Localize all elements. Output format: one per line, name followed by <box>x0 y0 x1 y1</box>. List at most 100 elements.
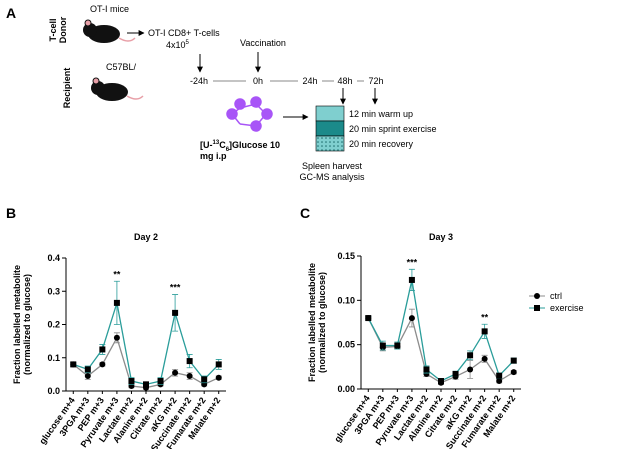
y-tick-label: 0.4 <box>47 253 60 263</box>
marker <box>379 342 386 349</box>
marker <box>215 374 222 381</box>
annotation: ** <box>481 312 489 322</box>
series-line <box>367 279 515 382</box>
panel-label: A <box>6 5 16 21</box>
chart: B Day 2 Fraction labelled metabolite(norma… <box>6 205 226 449</box>
y-axis-label: Fraction labelled metabolite(normalized … <box>307 263 327 382</box>
marker <box>99 346 106 353</box>
text: 6 <box>226 147 230 153</box>
y-tick-label: 0.05 <box>337 340 355 350</box>
legend-label: ctrl <box>550 291 562 301</box>
step-label: 12 min warm up <box>349 109 413 119</box>
marker <box>408 276 415 283</box>
recovery-box <box>315 135 345 152</box>
marker <box>201 376 208 383</box>
chart-title: Day 3 <box>429 232 453 242</box>
sprint-box <box>315 120 345 137</box>
y-tick-label: 0.0 <box>47 386 60 396</box>
marker <box>70 361 77 368</box>
text: T-cell <box>48 18 58 41</box>
text: 13 <box>213 140 220 146</box>
series-line <box>367 316 515 384</box>
glucose-molecule-icon <box>226 96 273 132</box>
text: Fraction labelled metabolite <box>12 265 22 384</box>
marker <box>438 378 444 385</box>
legend-marker <box>534 293 540 299</box>
donor-label: T-cellDonor <box>48 16 68 43</box>
marker <box>481 355 488 362</box>
vaccination-label: Vaccination <box>240 38 286 48</box>
y-tick-label: 0.1 <box>47 353 60 363</box>
text: Fraction labelled metabolite <box>307 263 317 382</box>
marker <box>99 361 106 368</box>
step-label: 20 min sprint exercise <box>349 124 437 134</box>
chart: C Day 3 Fraction labelled metabolite(norma… <box>300 205 584 449</box>
cells-label: OT-I CD8+ T-cells <box>148 28 220 38</box>
text: mg i.p <box>200 151 227 161</box>
marker <box>186 358 193 365</box>
chart-title: Day 2 <box>134 232 158 242</box>
text: (normalized to glucose) <box>317 272 327 373</box>
recipient-mouse-label: C57BL/ <box>106 62 137 72</box>
annotation: *** <box>407 257 418 267</box>
marker <box>510 369 517 376</box>
marker <box>157 378 164 385</box>
donor-mouse-icon <box>83 19 136 43</box>
marker <box>365 315 372 322</box>
marker <box>452 370 459 377</box>
series-line <box>72 336 219 389</box>
dose-label: 4x105 <box>166 40 190 50</box>
timeline-label: 24h <box>302 76 317 86</box>
marker <box>408 315 415 322</box>
series-line <box>73 302 220 386</box>
annotation: ** <box>113 269 121 279</box>
panel-label: B <box>6 205 16 221</box>
marker <box>510 357 517 364</box>
text: Donor <box>58 16 68 43</box>
marker <box>496 378 503 385</box>
legend-marker <box>534 305 540 311</box>
legend-label: exercise <box>550 303 584 313</box>
timeline-label: 0h <box>253 76 263 86</box>
marker <box>423 366 430 373</box>
marker <box>84 366 91 373</box>
panel-label: C <box>300 205 310 221</box>
annotation: *** <box>170 283 181 293</box>
marker <box>84 373 91 380</box>
y-tick-label: 0.2 <box>47 320 60 330</box>
marker <box>496 372 503 379</box>
text: 5 <box>186 40 190 46</box>
y-axis-label: Fraction labelled metabolite(normalized … <box>12 265 32 384</box>
y-tick-label: 0.00 <box>337 384 355 394</box>
timeline-label: 48h <box>337 76 352 86</box>
recipient-mouse-icon <box>91 77 144 101</box>
step-label: 20 min recovery <box>349 139 414 149</box>
marker <box>172 309 179 316</box>
text: [U- <box>200 140 213 150</box>
text: 4x10 <box>166 40 186 50</box>
timeline-label: 72h <box>368 76 383 86</box>
warmup-box <box>315 105 345 122</box>
marker <box>186 373 193 380</box>
harvest-label: GC-MS analysis <box>299 172 365 182</box>
tracer-label: [U-13C6]Glucose 10 mg i.p <box>200 140 280 161</box>
text: (normalized to glucose) <box>22 274 32 375</box>
marker <box>143 381 149 388</box>
recipient-label: Recipient <box>62 68 72 109</box>
marker <box>113 334 120 341</box>
marker <box>113 299 120 306</box>
marker <box>467 366 474 373</box>
marker <box>467 352 474 359</box>
donor-mouse-label: OT-I mice <box>90 4 129 14</box>
y-tick-label: 0.15 <box>337 251 355 261</box>
marker <box>172 369 179 376</box>
y-tick-label: 0.3 <box>47 286 60 296</box>
marker <box>481 328 488 335</box>
marker <box>215 361 222 368</box>
timeline-label: -24h <box>190 76 208 86</box>
harvest-label: Spleen harvest <box>302 161 363 171</box>
marker <box>394 342 401 349</box>
text: C <box>219 140 226 150</box>
marker <box>128 378 135 385</box>
text: ]Glucose 10 <box>229 140 280 150</box>
